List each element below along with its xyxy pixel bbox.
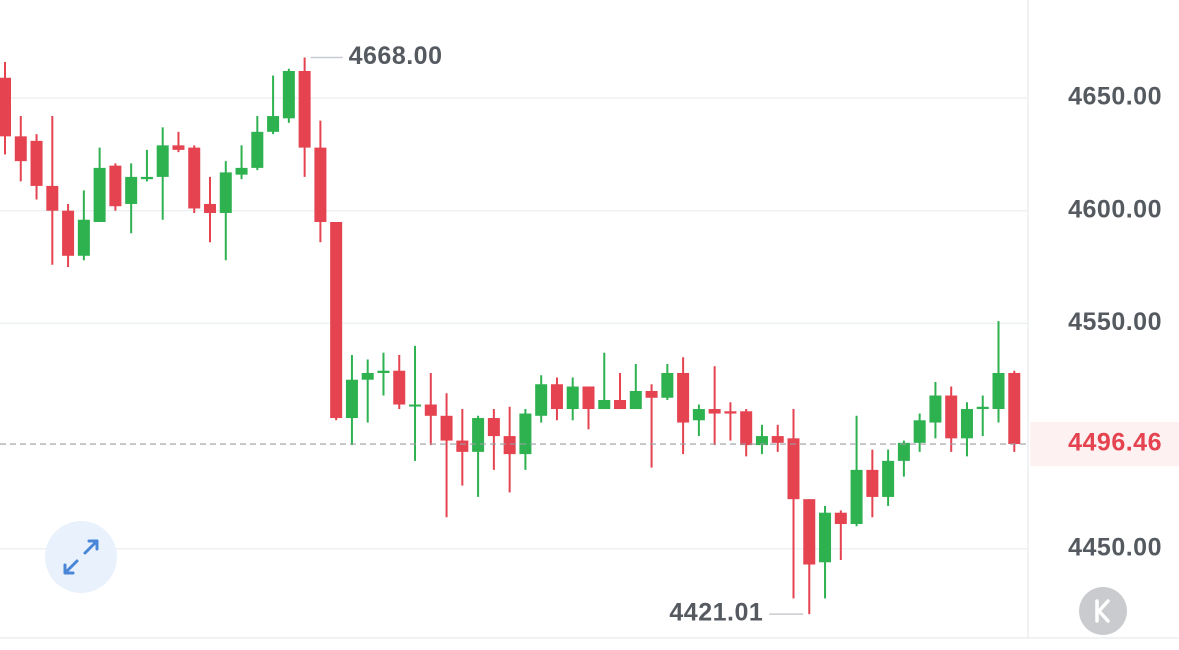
candle-body — [598, 400, 611, 410]
kline-icon[interactable] — [1095, 599, 1110, 623]
annotation-label: 4421.01 — [669, 599, 763, 627]
candle-body — [93, 167, 106, 222]
candle-body — [30, 140, 43, 186]
candle-body — [614, 400, 627, 410]
candle-body — [1008, 372, 1021, 445]
candle-body — [361, 372, 374, 380]
expand-button-bg[interactable] — [45, 521, 117, 593]
candle-body — [393, 370, 406, 405]
candle-body — [929, 395, 942, 423]
candle-body — [661, 372, 674, 398]
candle-body — [125, 176, 138, 204]
candle-body — [803, 499, 816, 565]
candle-body — [188, 147, 201, 209]
candle-body — [156, 145, 169, 177]
candle-body — [692, 409, 705, 421]
candle-body — [235, 167, 248, 175]
candle-body — [204, 203, 217, 213]
annotation-label: 4668.00 — [349, 42, 443, 70]
candle-body — [945, 395, 958, 439]
candle-body — [629, 391, 642, 410]
kline-button-bg[interactable] — [1079, 587, 1127, 635]
candle-body — [267, 116, 280, 132]
candle-body — [866, 469, 879, 497]
candle-body — [345, 379, 358, 419]
candle-body — [298, 70, 311, 148]
candle-body — [487, 418, 500, 437]
candle-body — [645, 391, 658, 398]
kline-button[interactable] — [1079, 587, 1127, 635]
candle-body — [535, 384, 548, 416]
y-tick-label: 4600.00 — [1068, 195, 1162, 223]
last-price-bg — [1030, 422, 1179, 467]
candle-body — [724, 411, 737, 414]
candle-body — [771, 436, 784, 443]
candle-body — [519, 413, 532, 455]
candle-body — [46, 185, 59, 211]
candle-body — [976, 406, 989, 410]
candle-body — [172, 145, 185, 150]
candle-body — [834, 512, 847, 524]
candle-body — [960, 409, 973, 439]
candle-body — [566, 386, 579, 410]
candle-body — [503, 436, 516, 455]
candle-body — [109, 165, 122, 207]
last-price-label: 4496.46 — [1068, 429, 1162, 457]
candle-body — [456, 440, 469, 452]
candle-body — [708, 409, 721, 414]
candle-body — [251, 131, 264, 168]
expand-icon[interactable] — [63, 539, 99, 575]
candle-body — [897, 442, 910, 461]
candle-body — [550, 384, 563, 410]
candle-body — [62, 210, 75, 256]
candle-body — [992, 372, 1005, 410]
candle-body — [755, 436, 768, 446]
candle-body — [330, 221, 343, 419]
candle-body — [819, 512, 832, 563]
candle-body — [850, 469, 863, 524]
candle-body — [882, 460, 895, 497]
candle-body — [77, 219, 90, 256]
candle-body — [409, 404, 422, 407]
candle-body — [314, 147, 327, 222]
candle-body — [472, 418, 485, 452]
candle-body — [740, 411, 753, 446]
candle-body — [424, 404, 437, 416]
candle-body — [582, 386, 595, 410]
plot: 4450.00 4550.00 4600.00 4650.00 4668.00 4421.… — [0, 42, 1179, 627]
y-tick-label: 4450.00 — [1068, 533, 1162, 561]
y-tick-label: 4650.00 — [1068, 83, 1162, 111]
candle-body — [440, 415, 453, 441]
y-tick-label: 4550.00 — [1068, 308, 1162, 336]
expand-button[interactable] — [45, 521, 117, 593]
candle-body — [787, 438, 800, 500]
candle-body — [0, 77, 11, 137]
candle-body — [677, 372, 690, 423]
candle-body — [14, 136, 27, 162]
candle-body — [377, 370, 390, 373]
candle-body — [219, 172, 232, 213]
candle-body — [913, 420, 926, 443]
candle-body — [282, 70, 295, 119]
candle-body — [140, 176, 153, 180]
